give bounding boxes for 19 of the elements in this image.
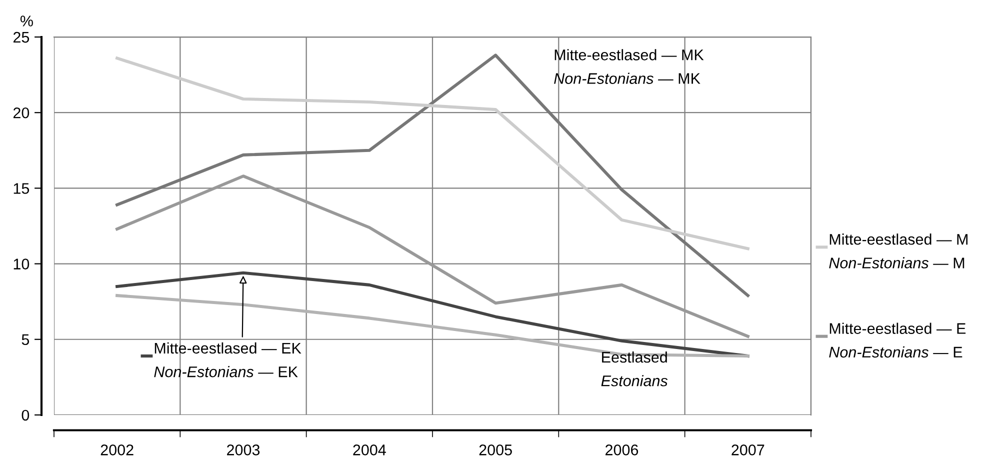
- y-tick-label: 10: [14, 258, 30, 270]
- y-tick-label: 20: [13, 107, 30, 118]
- y-tick-label: 5: [22, 334, 30, 346]
- series-label: Eestlased Estonians: [601, 351, 668, 386]
- y-tick-label: 15: [14, 183, 30, 194]
- x-tick-label: 2004: [353, 444, 386, 456]
- x-tick-label: 2003: [227, 444, 260, 456]
- series-label: Mitte-eestlased — MK Non-Estonians — MK: [554, 49, 704, 84]
- y-tick-label: 0: [22, 410, 30, 421]
- legend-label: Mitte-eestlased — EK Non-Estonians — EK: [154, 342, 302, 378]
- x-tick-label: 2006: [606, 444, 638, 456]
- legend-label: Mitte-eestlased — M Non-Estonians — M: [829, 234, 968, 268]
- x-tick-label: 2007: [732, 444, 764, 456]
- x-tick-label: 2002: [100, 444, 134, 456]
- y-axis-title: %: [20, 16, 33, 26]
- x-tick-label: 2005: [479, 444, 512, 456]
- y-tick-label: 25: [13, 32, 30, 43]
- line-series: [116, 174, 750, 338]
- legend-label: Mitte-eestlased — E Non-Estonians — E: [829, 322, 966, 358]
